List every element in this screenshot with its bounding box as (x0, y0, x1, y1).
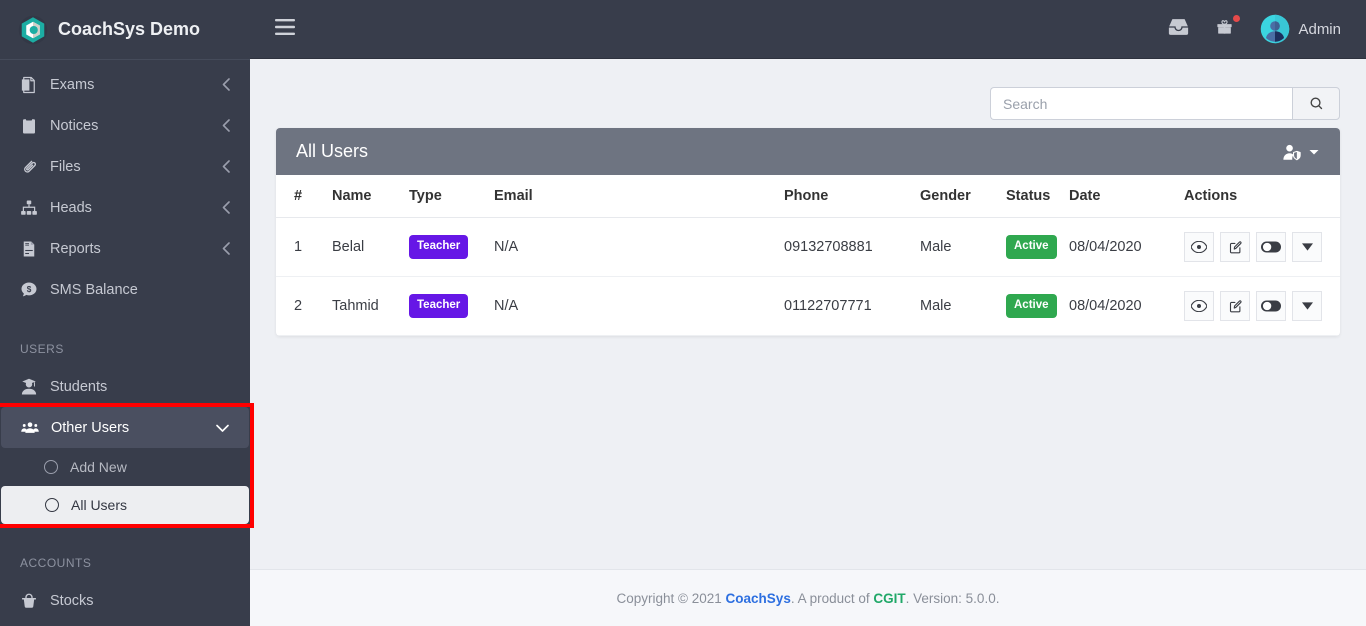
svg-text:$: $ (27, 284, 32, 293)
